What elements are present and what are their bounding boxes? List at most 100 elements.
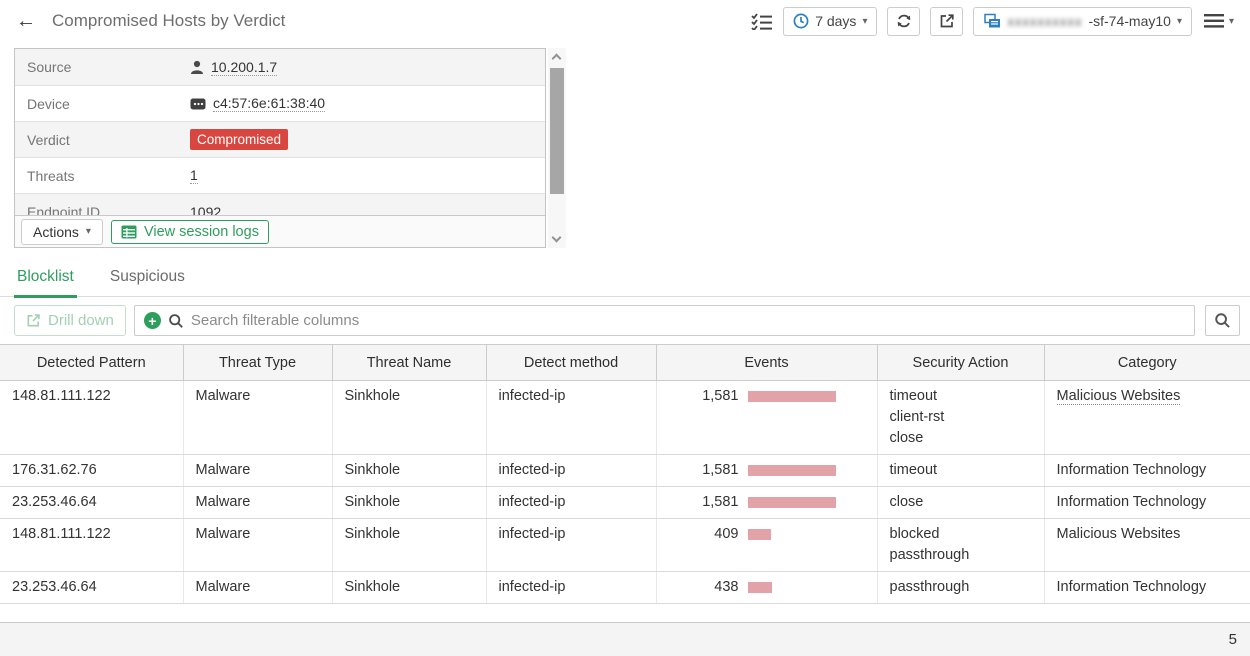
cell-threat-name: Sinkhole <box>331 380 486 455</box>
col-header-events[interactable]: Events <box>655 344 877 381</box>
cell-category: Malicious Websites <box>1043 380 1250 455</box>
cell-security-action: passthrough <box>876 571 1044 604</box>
device-icon <box>983 13 1001 29</box>
drill-down-label: Drill down <box>48 312 114 329</box>
detail-label: Threats <box>27 167 75 184</box>
detail-label: Source <box>27 59 72 75</box>
hamburger-menu[interactable]: ▾ <box>1202 10 1236 32</box>
caret-down-icon: ▾ <box>1176 15 1182 27</box>
cell-detect-method: infected-ip <box>485 518 656 572</box>
external-link-icon <box>26 313 41 328</box>
threats-count-link[interactable]: 1 <box>190 167 198 184</box>
detail-row-device: Device c4:57:6e:61:38:40 <box>15 85 545 121</box>
cell-detected-pattern: 23.253.46.64 <box>0 486 183 519</box>
events-count: 1,581 <box>702 462 739 478</box>
cell-threat-type: Malware <box>182 486 332 519</box>
detail-label: Verdict <box>27 131 70 148</box>
events-count: 1,581 <box>702 494 739 510</box>
security-action-value: blocked <box>889 526 940 542</box>
col-header-security-action[interactable]: Security Action <box>876 344 1044 381</box>
cell-security-action: timeout client-rst close <box>876 380 1044 455</box>
events-bar <box>747 529 771 540</box>
cell-threat-name: Sinkhole <box>331 518 486 572</box>
search-button[interactable] <box>1205 305 1240 336</box>
cell-category: Information Technology <box>1043 454 1250 487</box>
device-name-suffix: -sf-74-may10 <box>1088 13 1171 29</box>
view-session-logs-button[interactable]: View session logs <box>110 219 269 244</box>
clock-icon <box>793 13 809 29</box>
threat-table-body: 148.81.111.122 Malware Sinkhole infected-ip… <box>0 380 1250 604</box>
pagination-footer: 5 <box>0 622 1250 656</box>
cell-detected-pattern: 23.253.46.64 <box>0 571 183 604</box>
search-input[interactable] <box>190 312 1185 329</box>
events-bar <box>747 391 836 402</box>
device-mac-link[interactable]: c4:57:6e:61:38:40 <box>213 95 326 112</box>
cell-security-action: timeout <box>876 454 1044 487</box>
events-count: 1,581 <box>702 388 739 404</box>
drill-down-button[interactable]: Drill down <box>14 305 126 336</box>
col-header-category[interactable]: Category <box>1043 344 1250 381</box>
security-action-value: passthrough <box>889 547 970 563</box>
table-row[interactable]: 23.253.46.64 Malware Sinkhole infected-ip 1,… <box>0 486 1250 519</box>
host-detail-panel: Source 10.200.1.7 Device <box>14 48 1250 248</box>
checklist-icon[interactable] <box>751 12 773 30</box>
table-row[interactable]: 176.31.62.76 Malware Sinkhole infected-ip 1,… <box>0 454 1250 487</box>
col-header-detect-method[interactable]: Detect method <box>485 344 656 381</box>
view-session-logs-label: View session logs <box>143 223 259 240</box>
cell-events: 409 <box>655 518 877 572</box>
col-header-detected-pattern[interactable]: Detected Pattern <box>0 344 183 381</box>
actions-dropdown[interactable]: Actions ▾ <box>21 218 103 245</box>
tab-suspicious[interactable]: Suspicious <box>109 268 185 285</box>
cell-detect-method: infected-ip <box>485 571 656 604</box>
cell-category: Malicious Websites <box>1043 518 1250 572</box>
top-header: ← Compromised Hosts by Verdict 7 days ▾ <box>0 0 1250 42</box>
tab-blocklist[interactable]: Blocklist <box>14 260 77 298</box>
source-ip-link[interactable]: 10.200.1.7 <box>211 58 278 76</box>
cell-security-action: close <box>876 486 1044 519</box>
security-action-value: timeout <box>889 462 938 478</box>
col-header-threat-type[interactable]: Threat Type <box>182 344 332 381</box>
table-row[interactable]: 148.81.111.122 Malware Sinkhole infected-ip… <box>0 380 1250 455</box>
cell-detected-pattern: 176.31.62.76 <box>0 454 183 487</box>
caret-down-icon: ▾ <box>862 15 868 27</box>
cell-threat-name: Sinkhole <box>331 571 486 604</box>
detail-row-threats: Threats 1 <box>15 157 545 193</box>
category-value: Information Technology <box>1056 494 1207 510</box>
cell-threat-name: Sinkhole <box>331 454 486 487</box>
scrollbar-thumb[interactable] <box>550 68 564 194</box>
export-button[interactable] <box>930 6 964 36</box>
cell-category: Information Technology <box>1043 571 1250 604</box>
cell-events: 1,581 <box>655 380 877 455</box>
detail-row-source: Source 10.200.1.7 <box>15 49 545 85</box>
cell-security-action: blocked passthrough <box>876 518 1044 572</box>
category-value: Information Technology <box>1056 462 1207 478</box>
scroll-up-arrow[interactable] <box>551 53 562 64</box>
add-filter-icon[interactable]: + <box>143 312 161 329</box>
events-count: 438 <box>714 579 739 595</box>
actions-label: Actions <box>33 223 79 240</box>
back-button[interactable]: ← <box>16 10 36 32</box>
cell-threat-name: Sinkhole <box>331 486 486 519</box>
cell-detect-method: infected-ip <box>485 454 656 487</box>
table-row[interactable]: 148.81.111.122 Malware Sinkhole infected-ip… <box>0 518 1250 572</box>
external-link-icon <box>939 13 955 29</box>
col-header-threat-name[interactable]: Threat Name <box>331 344 486 381</box>
refresh-button[interactable] <box>887 6 921 36</box>
table-row[interactable]: 23.253.46.64 Malware Sinkhole infected-ip 43… <box>0 571 1250 604</box>
events-bar <box>747 582 772 593</box>
detail-row-endpoint-id: Endpoint ID 1092 <box>15 193 545 215</box>
security-action-value: passthrough <box>889 579 970 595</box>
mac-device-icon <box>190 98 206 110</box>
cell-threat-type: Malware <box>182 518 332 572</box>
time-range-dropdown[interactable]: 7 days ▾ <box>783 6 878 36</box>
table-grid-icon <box>121 225 137 239</box>
device-selector-dropdown[interactable]: xxxxxxxxxx -sf-74-may10 ▾ <box>973 6 1192 36</box>
category-link[interactable]: Malicious Websites <box>1056 388 1181 405</box>
search-icon <box>168 313 184 329</box>
cell-events: 1,581 <box>655 486 877 519</box>
endpoint-id-value: 1092 <box>190 203 222 216</box>
verdict-badge: Compromised <box>190 129 289 150</box>
cell-detect-method: infected-ip <box>485 380 656 455</box>
panel-scrollbar[interactable] <box>548 48 566 248</box>
scroll-down-arrow[interactable] <box>551 232 562 243</box>
